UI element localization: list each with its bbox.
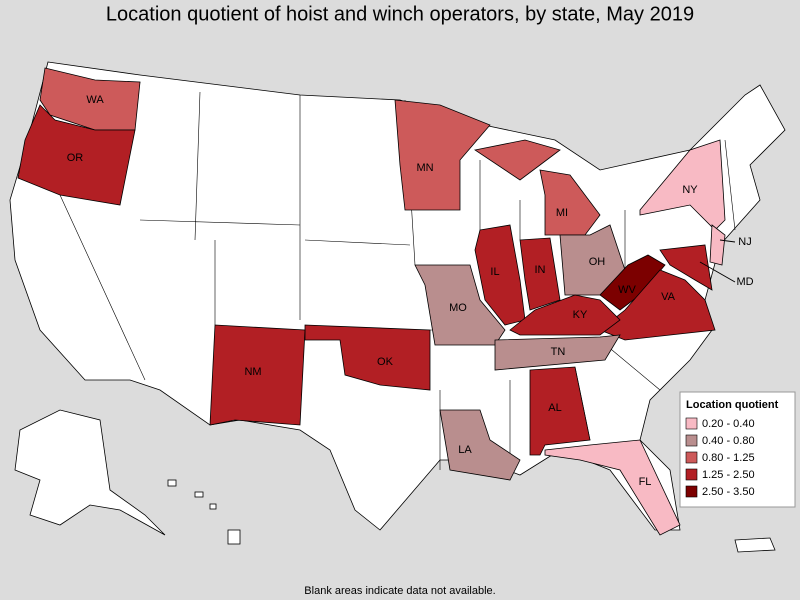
us-outline [9,61,786,531]
state-label: OR [67,152,84,164]
state-label: WA [86,94,104,106]
state-shape [439,409,521,481]
state-shape [394,99,491,211]
state-shape [17,104,136,206]
legend: Location quotient 0.20 - 0.40 0.40 - 0.80… [679,391,796,508]
alaska [14,409,166,536]
legend-label: 1.25 - 2.50 [702,469,755,481]
state-shape [599,254,666,311]
state-shape [519,237,561,311]
state-shape [659,244,713,291]
state-label: OK [377,356,394,368]
state-label: WV [618,284,636,296]
state-label: IL [490,266,499,278]
legend-label: 2.50 - 3.50 [702,486,755,498]
state-label: IN [535,264,546,276]
state-label: NM [244,366,261,378]
legend-swatch [685,468,698,481]
state-shape [304,324,431,391]
legend-swatch [685,417,698,430]
state-shape [209,324,306,426]
colored-states: WA OR MN MI NY NJ IL IN OH WV MD VA KY MO TN OK NM AL LA FL [17,67,754,536]
legend-swatch [685,434,698,447]
legend-label: 0.40 - 0.80 [702,435,755,447]
footnote: Blank areas indicate data not available. [304,585,495,597]
state-shape [529,366,591,456]
legend-swatch [685,451,698,464]
state-label: TN [551,346,566,358]
puerto-rico [734,537,776,553]
state-shape [639,139,726,231]
state-shape [544,439,681,536]
state-label: LA [458,444,472,456]
state-label: MI [556,207,568,219]
state-label: AL [548,402,561,414]
state-shape [509,294,621,336]
state-shape [474,224,526,326]
state-label: FL [639,476,652,488]
leader-line [699,261,736,283]
hawaii [167,479,241,545]
state-label: OH [589,256,606,268]
state-label: MD [736,276,753,288]
state-shape [414,264,506,346]
state-label: MO [449,302,467,314]
legend-box [679,391,796,508]
legend-title: Location quotient [686,399,779,411]
leader-line [719,239,736,243]
state-label: NY [682,184,698,196]
legend-swatch [685,485,698,498]
state-label: KY [573,309,588,321]
state-shape [494,334,621,371]
state-shape [709,224,726,266]
legend-label: 0.80 - 1.25 [702,452,755,464]
state-label: NJ [738,236,751,248]
map-title: Location quotient of hoist and winch ope… [106,3,694,25]
state-label: VA [661,291,676,303]
state-label: MN [416,162,433,174]
legend-label: 0.20 - 0.40 [702,418,755,430]
